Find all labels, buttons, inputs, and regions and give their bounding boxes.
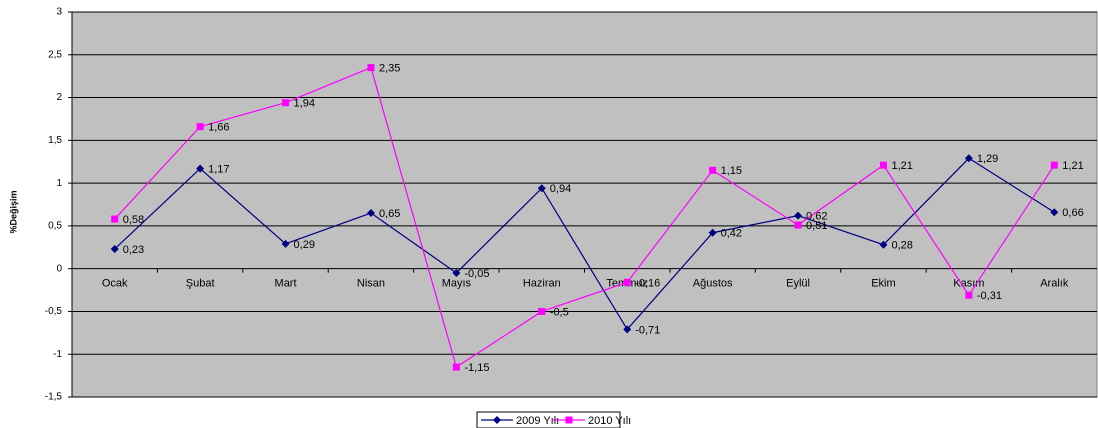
point (367, 64, 375, 72)
data-label: -0,05 (464, 268, 489, 280)
legend-box (476, 411, 621, 428)
y-axis-label: %Değişim (8, 190, 18, 233)
point (111, 215, 119, 223)
x-tick-label: Aralık (1040, 278, 1069, 290)
legend-label: 2009 Yılı (516, 415, 559, 427)
data-label: -1,15 (464, 362, 489, 374)
point (879, 240, 888, 249)
y-tick-label: 3 (56, 7, 62, 18)
point (964, 154, 973, 163)
data-label: 0,62 (806, 211, 827, 223)
data-label: 1,94 (294, 98, 315, 110)
point (794, 221, 802, 229)
point (709, 166, 717, 174)
data-label: 1,15 (721, 165, 742, 177)
point (196, 123, 204, 131)
y-tick-label: 0,5 (48, 221, 62, 232)
x-tick-label: Mayıs (442, 278, 472, 290)
point (708, 228, 717, 237)
data-label: 0,51 (806, 220, 827, 232)
x-tick-label: Kasım (953, 278, 984, 290)
data-label: 1,66 (208, 122, 229, 134)
data-label: 0,94 (550, 183, 571, 195)
point (965, 291, 973, 299)
point (537, 184, 546, 193)
data-label: 1,21 (891, 160, 912, 172)
data-label: -0,71 (635, 324, 660, 336)
data-label: 0,66 (1062, 207, 1083, 219)
x-tick-label: Haziran (523, 278, 561, 290)
point (879, 161, 887, 169)
legend-marker (493, 416, 501, 424)
x-tick-label: Eylül (786, 278, 810, 290)
point (623, 325, 632, 334)
y-tick-label: 0 (56, 263, 62, 274)
point (281, 239, 290, 248)
y-tick-label: 1,5 (48, 135, 62, 146)
x-tick-label: Şubat (186, 278, 215, 290)
data-label: 1,17 (208, 163, 229, 175)
y-tick-label: -0,5 (45, 306, 63, 317)
data-label: 1,29 (977, 153, 998, 165)
data-label: 0,23 (123, 244, 144, 256)
series-line (114, 66, 1055, 369)
point (1050, 161, 1058, 169)
data-label: 0,42 (721, 228, 742, 240)
point (538, 307, 546, 315)
series-line (114, 157, 1055, 331)
x-tick-label: Ekim (871, 278, 895, 290)
x-tick-label: Ağustos (693, 278, 733, 290)
point (196, 164, 205, 173)
point (794, 211, 803, 220)
point (623, 278, 631, 286)
data-label: 0,58 (123, 214, 144, 226)
x-tick-label: Mart (275, 278, 297, 290)
legend-marker (565, 416, 573, 424)
point (452, 268, 461, 277)
data-label: -0,5 (550, 306, 569, 318)
y-tick-label: 2 (56, 92, 62, 103)
y-tick-label: 2,5 (48, 49, 62, 60)
x-tick-label: Nisan (357, 278, 385, 290)
data-label: 0,28 (891, 240, 912, 252)
point (110, 244, 119, 253)
y-tick-label: -1 (53, 349, 62, 360)
point (282, 99, 290, 107)
data-label: 0,29 (294, 239, 315, 251)
data-label: 1,21 (1062, 160, 1083, 172)
x-tick-label: Ocak (102, 278, 128, 290)
point (452, 363, 460, 371)
point (1050, 208, 1059, 217)
point (366, 209, 375, 218)
data-label: -0,16 (635, 277, 660, 289)
data-label: 0,65 (379, 208, 400, 220)
y-tick-label: 1 (56, 178, 62, 189)
y-tick-label: -1,5 (45, 392, 63, 403)
data-label: -0,31 (977, 290, 1002, 302)
legend: 2009 Yılı 2010 Yılı (476, 411, 631, 428)
plot-area (71, 11, 1098, 398)
data-label: 2,35 (379, 63, 400, 75)
legend-label: 2010 Yılı (588, 415, 631, 427)
